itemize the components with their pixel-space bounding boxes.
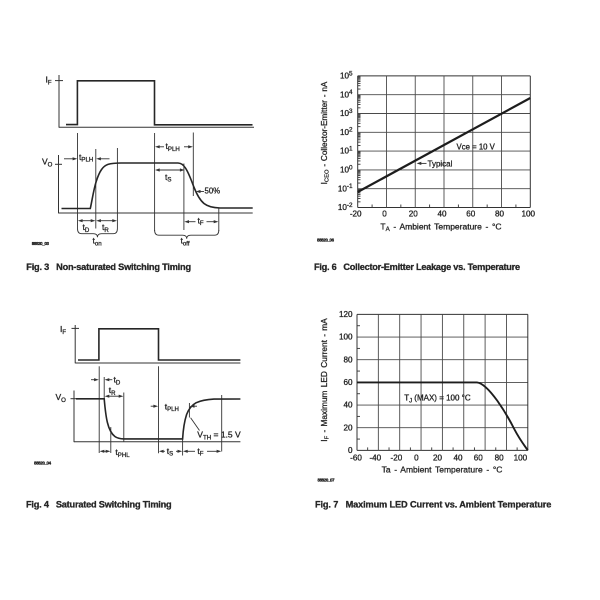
svg-text:tD: tD xyxy=(114,375,121,387)
svg-text:0: 0 xyxy=(348,446,353,455)
svg-text:tR: tR xyxy=(102,222,109,234)
svg-text:10-2: 10-2 xyxy=(338,202,353,212)
svg-text:20: 20 xyxy=(433,453,443,462)
svg-text:105: 105 xyxy=(340,70,353,80)
svg-text:60: 60 xyxy=(474,453,484,462)
svg-text:Typical: Typical xyxy=(428,159,453,168)
svg-text:tR: tR xyxy=(109,385,116,397)
svg-text:= 1.5 V: = 1.5 V xyxy=(214,430,242,440)
svg-text:tS: tS xyxy=(167,446,173,458)
svg-text:50%: 50% xyxy=(205,186,221,195)
svg-text:tF: tF xyxy=(197,446,203,458)
svg-text:60: 60 xyxy=(343,378,353,387)
svg-text:IF: IF xyxy=(60,324,66,336)
svg-text:100: 100 xyxy=(522,210,536,219)
svg-text:toff: toff xyxy=(181,236,190,248)
svg-text:0: 0 xyxy=(414,453,419,462)
svg-text:IF: IF xyxy=(46,75,52,87)
svg-text:20: 20 xyxy=(343,423,353,432)
svg-text:-20: -20 xyxy=(391,453,403,462)
svg-text:88820_03: 88820_03 xyxy=(32,241,50,246)
svg-text:VO: VO xyxy=(56,392,67,404)
svg-text:100: 100 xyxy=(340,164,353,174)
svg-text:IF - Maximum LED Current - mA: IF - Maximum LED Current - mA xyxy=(319,318,331,442)
svg-text:Vce = 10 V: Vce = 10 V xyxy=(457,142,496,151)
svg-text:Ta - Ambient Temperature - °C: Ta - Ambient Temperature - °C xyxy=(382,464,503,474)
svg-text:TJ (MAX) = 100 °C: TJ (MAX) = 100 °C xyxy=(404,394,471,405)
svg-text:tD: tD xyxy=(83,222,90,234)
svg-text:88820_07: 88820_07 xyxy=(318,478,336,483)
svg-text:-60: -60 xyxy=(350,453,362,462)
svg-text:100: 100 xyxy=(339,333,353,342)
svg-text:120: 120 xyxy=(339,310,353,319)
svg-text:VO: VO xyxy=(42,157,53,169)
svg-text:104: 104 xyxy=(340,89,353,99)
svg-text:20: 20 xyxy=(409,210,419,219)
svg-text:TA - Ambient Temperature - °C: TA - Ambient Temperature - °C xyxy=(380,221,501,233)
svg-text:Fig. 3 Non-saturated Switchi: Fig. 3 Non-saturated Switching Timing xyxy=(26,262,191,272)
svg-text:ICEO - Collector-Emitter - nA: ICEO - Collector-Emitter - nA xyxy=(320,81,331,184)
svg-text:tF: tF xyxy=(198,215,204,227)
svg-text:80: 80 xyxy=(495,453,505,462)
svg-text:101: 101 xyxy=(340,146,353,156)
svg-text:40: 40 xyxy=(454,453,464,462)
svg-text:40: 40 xyxy=(437,210,447,219)
svg-text:-20: -20 xyxy=(350,210,362,219)
svg-text:60: 60 xyxy=(466,210,476,219)
svg-text:Fig. 4 Saturated Switching T: Fig. 4 Saturated Switching Timing xyxy=(26,500,171,510)
svg-text:ton: ton xyxy=(93,236,102,248)
svg-text:0: 0 xyxy=(382,210,387,219)
svg-text:88820_04: 88820_04 xyxy=(34,461,52,466)
svg-text:40: 40 xyxy=(343,401,353,410)
svg-text:-40: -40 xyxy=(369,453,381,462)
svg-text:Fig. 7 Maximum LED Current v: Fig. 7 Maximum LED Current vs. Ambient T… xyxy=(315,500,551,510)
svg-text:tS: tS xyxy=(165,172,171,184)
svg-text:80: 80 xyxy=(343,355,353,364)
svg-text:80: 80 xyxy=(495,210,505,219)
svg-text:10-1: 10-1 xyxy=(338,183,353,193)
svg-text:88820_06: 88820_06 xyxy=(317,238,335,243)
svg-text:100: 100 xyxy=(514,453,528,462)
svg-text:102: 102 xyxy=(340,127,353,137)
svg-text:103: 103 xyxy=(340,108,353,118)
svg-text:Fig. 6 Collector-Emitter Lea: Fig. 6 Collector-Emitter Leakage vs. Tem… xyxy=(314,262,520,272)
